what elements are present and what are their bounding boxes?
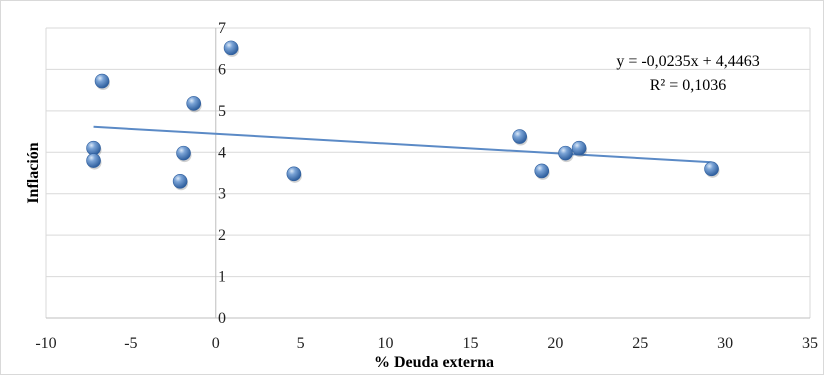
data-point xyxy=(704,161,719,177)
data-point xyxy=(176,145,191,161)
data-points xyxy=(86,40,720,191)
x-tick-label: -5 xyxy=(124,335,137,352)
y-tick-label: 1 xyxy=(218,269,226,286)
trendline-group xyxy=(93,125,712,164)
y-axis-title: Inflación xyxy=(25,142,42,203)
x-tick-label: 20 xyxy=(547,335,563,352)
data-point xyxy=(223,40,239,56)
x-tick-label: 0 xyxy=(212,335,220,352)
data-point xyxy=(94,73,110,89)
data-point xyxy=(286,166,302,182)
axes xyxy=(46,28,810,319)
data-point xyxy=(558,145,573,161)
x-tick-label: 25 xyxy=(632,335,648,352)
x-tick-label: 35 xyxy=(802,335,818,352)
trendline-r-squared: R² = 0,1036 xyxy=(650,77,727,94)
data-point xyxy=(571,140,587,156)
data-point xyxy=(534,163,550,179)
x-tick-label: 15 xyxy=(462,335,478,352)
x-tick-label: 30 xyxy=(717,335,733,352)
trendline-equation: y = -0,0235x + 4,4463 xyxy=(616,53,759,70)
y-tick-label: 5 xyxy=(218,103,226,120)
x-tick-label: 5 xyxy=(297,335,305,352)
grid-lines xyxy=(45,27,811,318)
y-tick-label: 2 xyxy=(218,227,226,244)
y-tick-label: 6 xyxy=(218,61,226,78)
data-point xyxy=(186,96,202,111)
x-tick-label: -10 xyxy=(35,335,56,352)
x-axis-title: % Deuda externa xyxy=(374,354,494,371)
data-point xyxy=(172,173,188,189)
data-point xyxy=(512,129,527,144)
data-point xyxy=(86,140,101,156)
y-tick-label: 7 xyxy=(218,20,226,37)
y-tick-label: 3 xyxy=(218,186,226,203)
x-tick-label: 10 xyxy=(378,335,394,352)
trendline xyxy=(93,125,712,164)
data-point xyxy=(86,153,101,168)
tick-labels: 0 1 2 3 4 5 6 7 -10 -5 0 5 10 15 20 25 30 35 xyxy=(35,20,818,352)
y-tick-label: 4 xyxy=(218,144,226,161)
y-tick-label: 0 xyxy=(218,310,226,327)
